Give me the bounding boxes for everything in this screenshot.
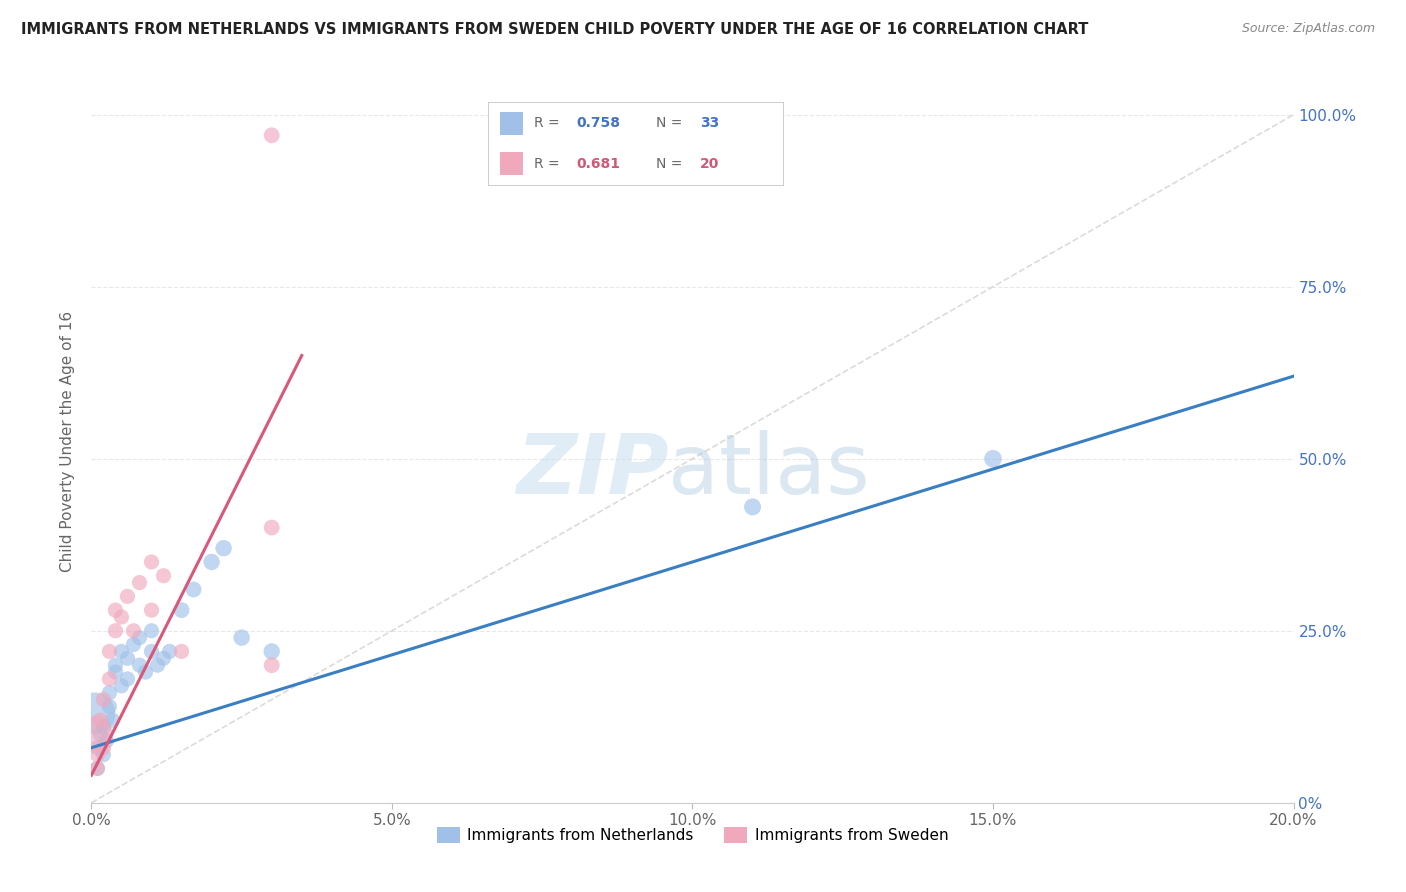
Point: [146, 658, 169, 673]
Point: [122, 638, 145, 652]
Point: [128, 631, 150, 645]
Point: [101, 713, 124, 727]
Point: [86, 747, 108, 762]
Point: [134, 665, 156, 679]
Point: [93, 720, 115, 734]
Point: [212, 541, 235, 556]
Point: [89, 727, 111, 741]
Point: [117, 651, 139, 665]
Point: [86, 740, 108, 755]
Point: [104, 603, 127, 617]
Legend: Immigrants from Netherlands, Immigrants from Sweden: Immigrants from Netherlands, Immigrants …: [430, 822, 955, 849]
Point: [98, 699, 121, 714]
Point: [93, 740, 115, 755]
Point: [86, 761, 108, 775]
Point: [104, 665, 127, 679]
Point: [152, 651, 174, 665]
Point: [201, 555, 224, 569]
Point: [117, 672, 139, 686]
Point: [128, 658, 150, 673]
Point: [159, 644, 181, 658]
Point: [98, 686, 121, 700]
Point: [183, 582, 205, 597]
Point: [83, 706, 105, 721]
Point: [98, 644, 121, 658]
Text: IMMIGRANTS FROM NETHERLANDS VS IMMIGRANTS FROM SWEDEN CHILD POVERTY UNDER THE AG: IMMIGRANTS FROM NETHERLANDS VS IMMIGRANT…: [21, 22, 1088, 37]
Point: [141, 603, 163, 617]
Point: [260, 128, 283, 143]
Point: [83, 727, 105, 741]
Point: [110, 679, 132, 693]
Point: [128, 575, 150, 590]
Point: [152, 568, 174, 582]
Point: [104, 658, 127, 673]
Point: [981, 451, 1004, 466]
Y-axis label: Child Poverty Under the Age of 16: Child Poverty Under the Age of 16: [60, 311, 76, 572]
Point: [141, 555, 163, 569]
Point: [86, 761, 108, 775]
Point: [231, 631, 253, 645]
Text: ZIP: ZIP: [516, 430, 668, 511]
Point: [93, 747, 115, 762]
Point: [89, 713, 111, 727]
Point: [741, 500, 763, 514]
Point: [170, 644, 193, 658]
Point: [170, 603, 193, 617]
Point: [93, 692, 115, 706]
Point: [96, 734, 118, 748]
Point: [260, 644, 283, 658]
Point: [117, 590, 139, 604]
Point: [141, 624, 163, 638]
Text: Source: ZipAtlas.com: Source: ZipAtlas.com: [1241, 22, 1375, 36]
Point: [98, 672, 121, 686]
Point: [260, 658, 283, 673]
Point: [110, 644, 132, 658]
Text: atlas: atlas: [668, 430, 870, 511]
Point: [104, 624, 127, 638]
Point: [122, 624, 145, 638]
Point: [141, 644, 163, 658]
Point: [110, 610, 132, 624]
Point: [260, 520, 283, 534]
